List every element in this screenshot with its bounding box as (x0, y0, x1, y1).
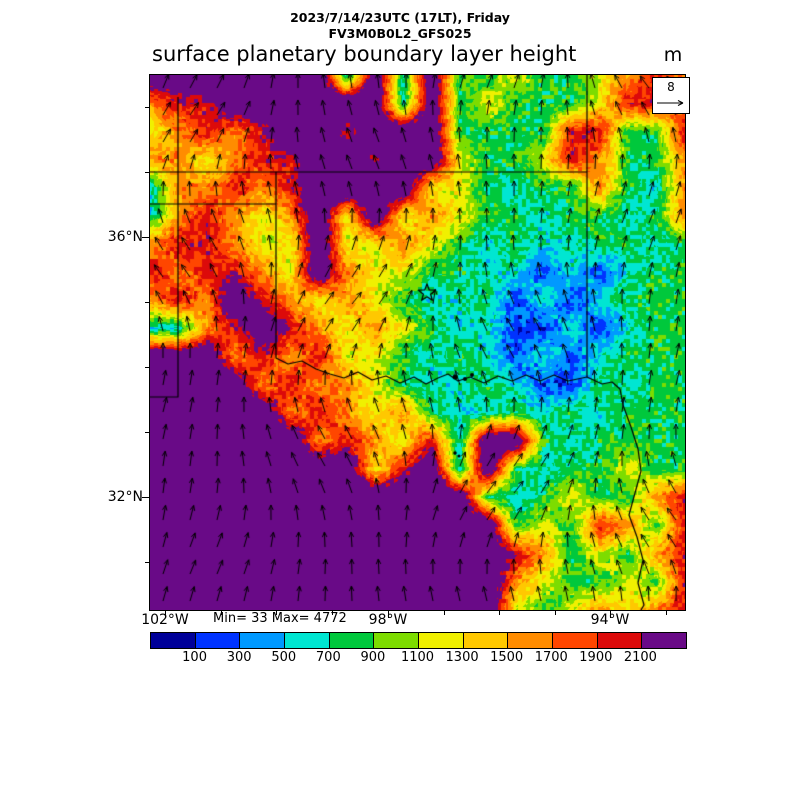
lon-minor-tick (221, 611, 222, 615)
colorbar-segment (285, 633, 330, 648)
colorbar-segment (597, 633, 643, 648)
colorbar-segment (508, 633, 554, 648)
colorbar-tick-label: 300 (226, 650, 252, 665)
lat-minor-tick (145, 432, 149, 433)
lat-minor-tick (145, 302, 149, 303)
lon-minor-tick (332, 611, 333, 615)
colorbar-tick-label: 700 (315, 650, 341, 665)
wind-reference-box: 8 (652, 77, 690, 114)
wind-reference-value: 8 (667, 80, 675, 94)
lon-minor-tick (276, 611, 277, 615)
colorbar-tick-label: 1500 (490, 650, 524, 665)
chart-title: surface planetary boundary layer height (152, 42, 577, 66)
colorbar-segment (553, 633, 598, 648)
colorbar-segment (419, 633, 464, 648)
colorbar-tick-label: 500 (271, 650, 297, 665)
colorbar-segment (195, 633, 241, 648)
colorbar-tick-label: 1100 (400, 650, 435, 665)
lon-tick-label-98w: 98°W (368, 612, 408, 628)
datetime-title: 2023/7/14/23UTC (17LT), Friday (290, 10, 510, 25)
lon-minor-tick (555, 611, 556, 615)
lon-major-tick (388, 611, 389, 618)
colorbar (150, 632, 687, 649)
lat-minor-tick (145, 562, 149, 563)
wind-reference-arrow-icon (657, 100, 684, 106)
lat-tick-label-36n: 36°N (107, 229, 143, 245)
colorbar-segment (240, 633, 286, 648)
min-max-label: Min= 33 Max= 4772 (213, 611, 347, 626)
lat-minor-tick (145, 107, 149, 108)
colorbar-tick-label: 1700 (534, 650, 568, 665)
colorbar-segment (374, 633, 420, 648)
colorbar-tick-label: 1300 (445, 650, 479, 665)
map-canvas (150, 75, 685, 610)
colorbar-segment (329, 633, 375, 648)
map-frame (149, 74, 686, 611)
lon-minor-tick (666, 611, 667, 615)
model-title: FV3M0B0L2_GFS025 (328, 26, 472, 41)
colorbar-tick-label: 2100 (623, 650, 657, 665)
lon-major-tick (165, 611, 166, 618)
lat-minor-tick (145, 367, 149, 368)
lon-minor-tick (499, 611, 500, 615)
colorbar-segment (151, 633, 196, 648)
lon-minor-tick (444, 611, 445, 615)
lon-major-tick (610, 611, 611, 618)
colorbar-tick-label: 100 (182, 650, 207, 665)
lat-tick-label-32n: 32°N (107, 489, 143, 505)
colorbar-tick-label: 900 (360, 650, 386, 665)
colorbar-tick-label: 1900 (579, 650, 613, 665)
lon-tick-label-94w: 94°W (590, 612, 630, 628)
colorbar-segment (463, 633, 509, 648)
lon-tick-label-102w: 102°W (141, 612, 189, 628)
colorbar-segment (642, 633, 687, 648)
lat-minor-tick (145, 172, 149, 173)
lat-major-tick (142, 237, 149, 238)
lat-major-tick (142, 497, 149, 498)
unit-label: m (663, 44, 683, 66)
